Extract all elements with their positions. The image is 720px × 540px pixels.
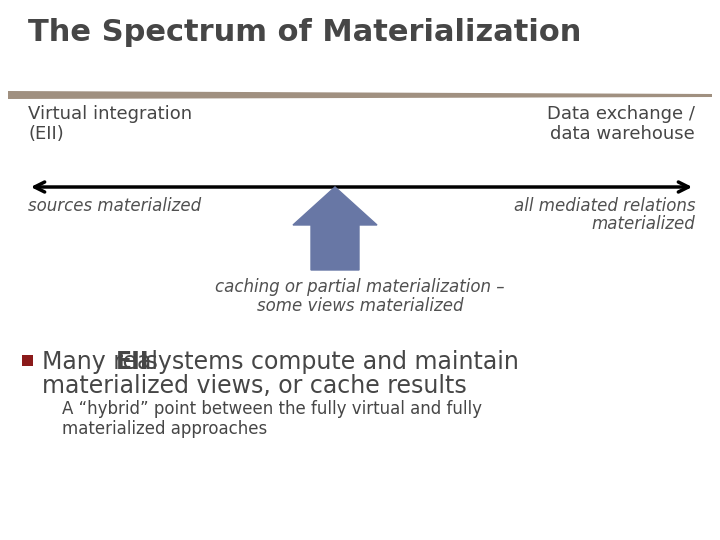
Text: all mediated relations: all mediated relations xyxy=(513,197,695,215)
Text: some views materialized: some views materialized xyxy=(257,297,463,315)
Text: materialized approaches: materialized approaches xyxy=(62,420,267,438)
Text: caching or partial materialization –: caching or partial materialization – xyxy=(215,278,505,296)
Text: materialized: materialized xyxy=(591,215,695,233)
Text: data warehouse: data warehouse xyxy=(550,125,695,143)
Text: EII: EII xyxy=(116,350,150,374)
Text: systems compute and maintain: systems compute and maintain xyxy=(138,350,519,374)
Text: The Spectrum of Materialization: The Spectrum of Materialization xyxy=(28,18,581,47)
Bar xyxy=(22,355,33,366)
Text: Many real: Many real xyxy=(42,350,166,374)
Polygon shape xyxy=(8,91,712,99)
Text: Data exchange /: Data exchange / xyxy=(547,105,695,123)
Polygon shape xyxy=(293,187,377,270)
Text: materialized views, or cache results: materialized views, or cache results xyxy=(42,374,467,398)
Text: sources materialized: sources materialized xyxy=(28,197,201,215)
Text: A “hybrid” point between the fully virtual and fully: A “hybrid” point between the fully virtu… xyxy=(62,400,482,418)
Text: Virtual integration: Virtual integration xyxy=(28,105,192,123)
Text: (EII): (EII) xyxy=(28,125,64,143)
